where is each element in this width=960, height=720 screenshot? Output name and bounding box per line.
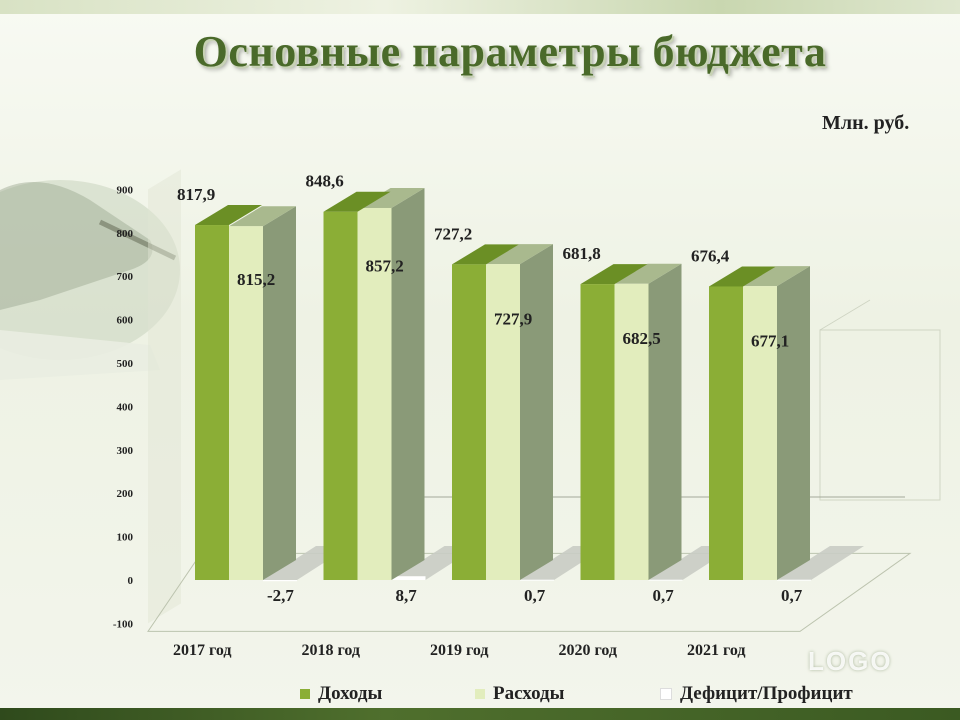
y-tick-label: 200 (117, 488, 134, 500)
legend-item: Расходы (475, 683, 660, 705)
y-tick-label: 300 (117, 445, 134, 457)
income-bar (195, 225, 229, 580)
legend-swatch (300, 689, 310, 699)
top-decor-band (0, 0, 960, 14)
income-data-label: 676,4 (691, 246, 730, 265)
legend-label: Расходы (493, 683, 565, 704)
expense-data-label: 682,5 (623, 329, 661, 348)
expense-bar-side (263, 206, 296, 581)
deficit-bar-shadow (777, 546, 864, 580)
expense-bar-side (777, 266, 810, 580)
income-bar (580, 284, 615, 580)
deficit-data-label: 0,7 (653, 586, 675, 605)
income-data-label: 727,2 (434, 224, 472, 243)
page-title: Основные параметры бюджета (193, 27, 827, 76)
legend-label: Дефицит/Профицит (680, 683, 853, 704)
expense-bar (229, 226, 263, 581)
expense-bar-top (614, 263, 682, 284)
expense-bar-side (520, 244, 553, 580)
deficit-bar (263, 580, 297, 582)
floor-outline (147, 552, 912, 632)
y-tick-label: 600 (117, 315, 134, 327)
expense-bar (614, 283, 649, 580)
category-label: 2018 год (302, 642, 361, 659)
income-bar-top (323, 191, 391, 212)
expense-bar-top (357, 187, 425, 208)
income-bar (709, 286, 743, 580)
expense-bar-top (486, 244, 553, 265)
income-data-label: 817,9 (177, 185, 215, 204)
expense-bar (743, 286, 777, 580)
category-label: 2020 год (559, 642, 618, 659)
expense-data-label: 727,9 (494, 309, 532, 328)
y-tick-label: -100 (113, 618, 134, 630)
category-label: 2017 год (173, 642, 232, 659)
expense-bar (357, 207, 392, 580)
side-wall (148, 169, 181, 624)
legend-item: Дефицит/Профицит (660, 683, 920, 705)
deficit-data-label: 0,7 (524, 586, 546, 605)
income-data-label: 681,8 (563, 244, 601, 263)
expense-bar-top (743, 266, 810, 287)
expense-bar (486, 264, 520, 580)
expense-bar-side (648, 263, 682, 580)
deficit-bar (777, 579, 811, 581)
expense-data-label: 857,2 (366, 256, 404, 275)
expense-data-label: 677,1 (751, 331, 789, 350)
category-label: 2019 год (430, 642, 489, 659)
y-tick-label: 100 (117, 532, 134, 544)
deficit-data-label: 8,7 (396, 586, 418, 605)
units-label: Млн. руб. (822, 112, 910, 134)
income-bar-top (195, 205, 262, 226)
legend-label: Доходы (318, 683, 383, 704)
legend-item: Доходы (300, 683, 475, 705)
income-bar-top (452, 244, 519, 265)
income-bar-top (709, 266, 776, 287)
category-label: 2021 год (687, 642, 746, 659)
income-data-label: 848,6 (306, 172, 344, 191)
y-tick-label: 900 (117, 184, 134, 196)
income-bar-top (580, 264, 648, 285)
legend-swatch (660, 688, 672, 700)
y-tick-label: 400 (117, 401, 134, 413)
income-bar (452, 264, 486, 580)
deficit-bar (520, 579, 554, 581)
y-tick-label: 700 (117, 271, 134, 283)
income-bar (323, 211, 358, 581)
y-tick-label: 500 (117, 358, 134, 370)
deficit-bar (648, 579, 683, 581)
y-tick-label: 0 (128, 575, 134, 587)
expense-bar-top (229, 206, 296, 227)
expense-bar-side (391, 187, 425, 580)
deficit-bar (391, 576, 426, 580)
deficit-data-label: 0,7 (781, 586, 803, 605)
y-tick-label: 800 (117, 228, 134, 240)
bottom-decor-band (0, 708, 960, 720)
logo-watermark: LOGO (808, 646, 893, 676)
legend-swatch (475, 689, 485, 699)
chart-legend: Доходы Расходы Дефицит/Профицит (300, 682, 920, 706)
deficit-data-label: -2,7 (267, 586, 294, 605)
expense-data-label: 815,2 (237, 270, 275, 289)
